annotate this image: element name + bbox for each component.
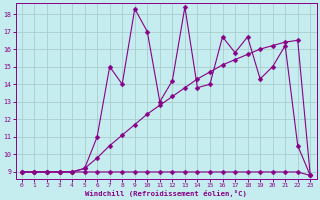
X-axis label: Windchill (Refroidissement éolien,°C): Windchill (Refroidissement éolien,°C) bbox=[85, 190, 247, 197]
